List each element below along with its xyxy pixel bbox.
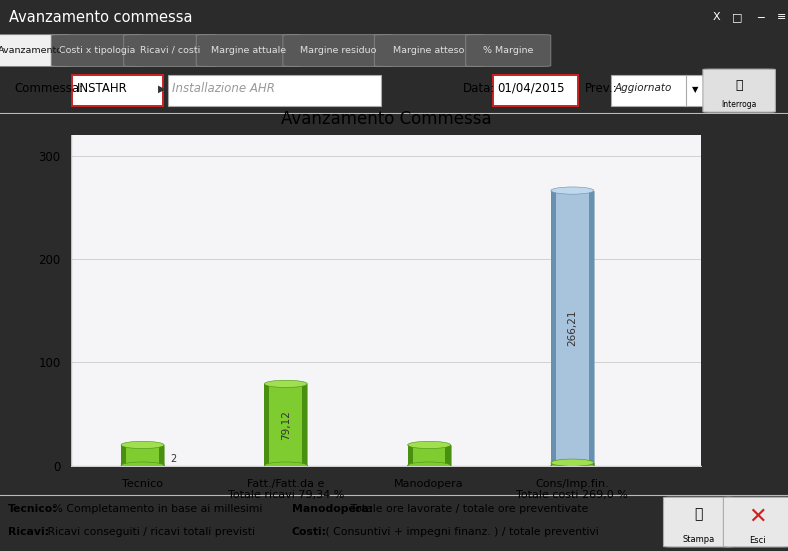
Bar [589,463,594,466]
Ellipse shape [551,187,594,194]
Bar [551,463,556,466]
Ellipse shape [551,459,594,466]
FancyBboxPatch shape [374,35,484,66]
Text: Ricavi / costi: Ricavi / costi [140,46,200,55]
Ellipse shape [407,462,451,469]
Bar [556,191,589,466]
Ellipse shape [264,462,307,469]
Text: □: □ [732,12,742,22]
Ellipse shape [121,462,164,469]
Bar [413,445,445,466]
Bar [589,191,594,466]
Bar [556,463,589,466]
Ellipse shape [121,460,164,467]
FancyBboxPatch shape [703,69,775,112]
Text: Ricavi:: Ricavi: [8,527,49,537]
Bar [264,384,269,466]
Text: INSTAHR: INSTAHR [76,82,127,95]
Text: Margine atteso: Margine atteso [393,46,465,55]
Bar [407,445,413,466]
Bar [551,191,556,466]
Ellipse shape [407,462,451,469]
Text: Data:: Data: [463,82,496,95]
Text: X: X [712,12,720,22]
FancyBboxPatch shape [168,75,381,106]
Text: ─: ─ [757,12,764,22]
Text: ▼: ▼ [692,85,698,94]
Text: Avanzamento commessa: Avanzamento commessa [9,9,193,25]
Text: 79,12: 79,12 [281,410,291,440]
Bar [159,463,164,466]
Title: Avanzamento Commessa: Avanzamento Commessa [281,110,492,128]
Text: ( Consuntivi + impegni finanz. ) / totale preventivi: ( Consuntivi + impegni finanz. ) / total… [322,527,599,537]
FancyBboxPatch shape [0,35,71,66]
Text: Esci: Esci [749,536,766,545]
Text: Totale ore lavorate / totale ore preventivate: Totale ore lavorate / totale ore prevent… [347,504,589,514]
Text: Stampa: Stampa [682,535,714,544]
FancyBboxPatch shape [663,497,733,547]
Text: Costi x tipologia: Costi x tipologia [59,46,136,55]
Bar [121,445,126,466]
Text: Tecnico:: Tecnico: [8,504,58,514]
FancyBboxPatch shape [493,75,578,106]
Ellipse shape [121,462,164,469]
Text: 01/04/2015: 01/04/2015 [497,82,565,95]
Ellipse shape [264,380,307,387]
Ellipse shape [551,462,594,469]
Text: 🔍: 🔍 [735,79,743,91]
Text: ▶: ▶ [158,83,165,93]
FancyBboxPatch shape [196,35,302,66]
FancyBboxPatch shape [283,35,393,66]
Text: 2: 2 [169,454,176,464]
Text: Margine attuale: Margine attuale [211,46,287,55]
Ellipse shape [121,441,164,449]
Ellipse shape [264,462,307,469]
FancyBboxPatch shape [611,75,687,106]
Text: ≡: ≡ [777,12,786,22]
Text: Ricavi conseguiti / ricavi totali previsti: Ricavi conseguiti / ricavi totali previs… [43,527,255,537]
Ellipse shape [407,441,451,449]
Bar [269,384,302,466]
Bar [126,445,159,466]
Text: ✕: ✕ [748,506,767,526]
Text: Prev.:: Prev.: [585,82,617,95]
FancyBboxPatch shape [466,35,551,66]
Text: 🖨: 🖨 [694,507,702,522]
Text: Manodopera:: Manodopera: [292,504,373,514]
FancyBboxPatch shape [72,75,163,106]
Bar [302,384,307,466]
Bar [121,463,126,466]
Text: Interroga: Interroga [722,100,756,109]
Bar [126,463,159,466]
FancyBboxPatch shape [723,497,788,547]
FancyBboxPatch shape [124,35,217,66]
Bar [159,445,164,466]
Ellipse shape [551,462,594,469]
Text: Commessa:: Commessa: [14,82,84,95]
Text: Costi:: Costi: [292,527,327,537]
FancyBboxPatch shape [686,75,704,106]
Text: Installazione AHR: Installazione AHR [172,82,275,95]
Text: Aggiornato: Aggiornato [615,83,672,93]
Text: 266,21: 266,21 [567,310,578,347]
Text: Avanzamento: Avanzamento [0,46,63,55]
Text: Margine residuo: Margine residuo [300,46,376,55]
Bar [445,445,451,466]
Text: % Completamento in base ai millesimi: % Completamento in base ai millesimi [49,504,262,514]
Text: % Margine: % Margine [483,46,533,55]
FancyBboxPatch shape [51,35,143,66]
